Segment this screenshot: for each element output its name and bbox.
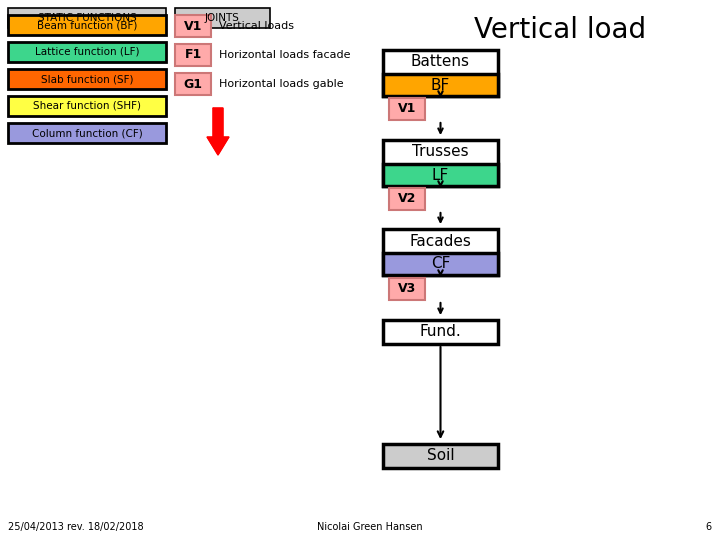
- Text: Horizontal loads gable: Horizontal loads gable: [219, 79, 343, 89]
- Text: CF: CF: [431, 256, 450, 272]
- Text: Vertical loads: Vertical loads: [219, 21, 294, 31]
- FancyBboxPatch shape: [383, 50, 498, 96]
- Text: 25/04/2013 rev. 18/02/2018: 25/04/2013 rev. 18/02/2018: [8, 522, 143, 532]
- Text: Battens: Battens: [411, 55, 470, 70]
- Text: Nicolai Green Hansen: Nicolai Green Hansen: [318, 522, 423, 532]
- FancyBboxPatch shape: [383, 444, 498, 468]
- FancyBboxPatch shape: [8, 69, 166, 89]
- Text: V2: V2: [398, 192, 416, 206]
- Text: Column function (CF): Column function (CF): [32, 128, 143, 138]
- Text: V1: V1: [184, 19, 202, 32]
- FancyBboxPatch shape: [8, 15, 166, 35]
- FancyBboxPatch shape: [383, 164, 498, 186]
- FancyBboxPatch shape: [8, 123, 166, 143]
- FancyBboxPatch shape: [8, 42, 166, 62]
- Text: 6: 6: [706, 522, 712, 532]
- FancyBboxPatch shape: [383, 229, 498, 275]
- Text: Lattice function (LF): Lattice function (LF): [35, 47, 139, 57]
- FancyBboxPatch shape: [383, 320, 498, 344]
- Text: V1: V1: [398, 103, 416, 116]
- Text: V3: V3: [398, 282, 416, 295]
- FancyBboxPatch shape: [175, 44, 211, 66]
- FancyBboxPatch shape: [8, 96, 166, 116]
- Text: STATIC FUNCTIONS: STATIC FUNCTIONS: [37, 13, 136, 23]
- Text: Shear function (SHF): Shear function (SHF): [33, 101, 141, 111]
- FancyBboxPatch shape: [8, 8, 166, 28]
- Text: Soil: Soil: [427, 449, 454, 463]
- FancyBboxPatch shape: [175, 73, 211, 95]
- FancyBboxPatch shape: [389, 278, 425, 300]
- Text: Fund.: Fund.: [420, 325, 462, 340]
- FancyBboxPatch shape: [175, 8, 270, 28]
- FancyBboxPatch shape: [389, 98, 425, 120]
- Text: Slab function (SF): Slab function (SF): [41, 74, 133, 84]
- Text: BF: BF: [431, 78, 450, 92]
- Text: LF: LF: [432, 167, 449, 183]
- Polygon shape: [207, 108, 229, 155]
- Text: Trusses: Trusses: [412, 145, 469, 159]
- Text: F1: F1: [184, 49, 202, 62]
- Text: G1: G1: [184, 78, 202, 91]
- FancyBboxPatch shape: [383, 253, 498, 275]
- Text: Facades: Facades: [410, 233, 472, 248]
- Text: Vertical load: Vertical load: [474, 16, 646, 44]
- FancyBboxPatch shape: [383, 140, 498, 186]
- Text: Horizontal loads facade: Horizontal loads facade: [219, 50, 351, 60]
- Text: Beam function (BF): Beam function (BF): [37, 20, 138, 30]
- Text: JOINTS: JOINTS: [205, 13, 240, 23]
- FancyBboxPatch shape: [175, 15, 211, 37]
- FancyBboxPatch shape: [389, 188, 425, 210]
- FancyBboxPatch shape: [383, 74, 498, 96]
